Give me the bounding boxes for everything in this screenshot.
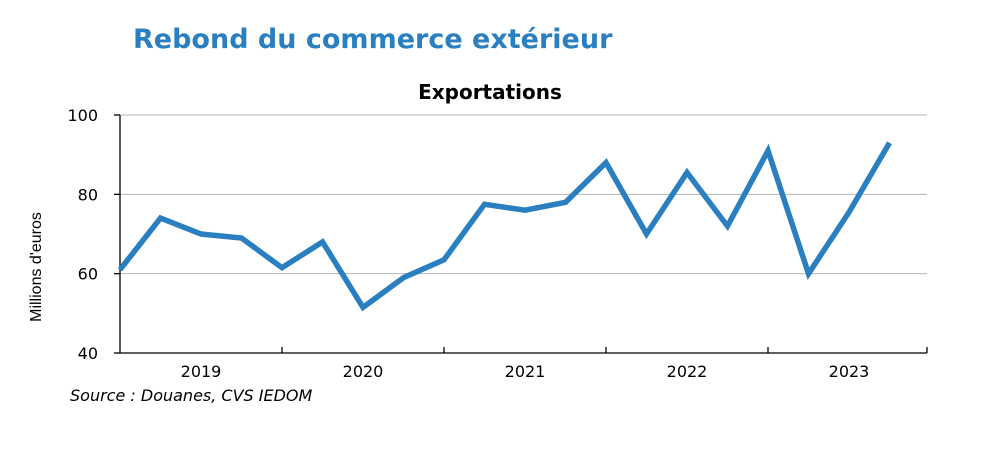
chart-subtitle: Exportations	[418, 80, 562, 104]
series-layer	[117, 141, 892, 312]
x-tick-label: 2021	[505, 362, 546, 381]
page-title: Rebond du commerce extérieur	[133, 24, 613, 55]
y-tick-label: 60	[78, 265, 98, 284]
y-axis-label: Millions d'euros	[28, 212, 45, 322]
x-tick-label: 2019	[181, 362, 222, 381]
y-tick-label: 80	[78, 185, 98, 204]
y-tick-label: 100	[67, 106, 98, 125]
x-tick-label: 2022	[667, 362, 708, 381]
series-line	[117, 141, 892, 312]
tick-labels: 40 60 80 100 2019 2020 2021 2022 2023	[67, 106, 869, 381]
x-tick-label: 2023	[829, 362, 870, 381]
axes	[114, 114, 928, 354]
y-tick-label: 40	[78, 344, 98, 363]
x-tick-label: 2020	[343, 362, 384, 381]
source-note: Source : Douanes, CVS IEDOM	[70, 386, 313, 405]
gridlines	[120, 114, 927, 275]
